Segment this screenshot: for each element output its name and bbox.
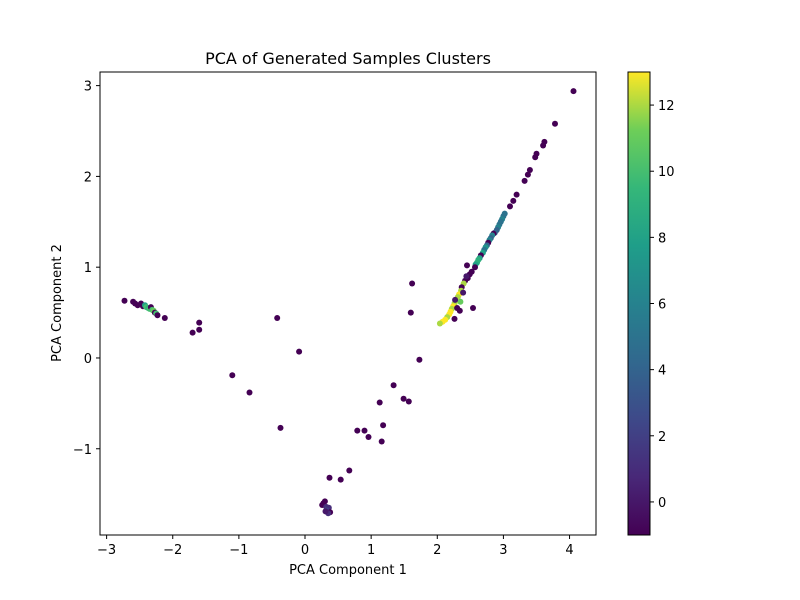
scatter-point-107: [376, 399, 383, 406]
y-axis-label: PCA Component 2: [50, 244, 65, 362]
y-tick-label: 2: [84, 170, 92, 185]
scatter-point-89: [246, 389, 253, 396]
scatter-point-96: [321, 498, 328, 505]
scatter-point-112: [405, 398, 412, 405]
colorbar-tick-label: 2: [658, 430, 666, 445]
scatter-point-10: [510, 197, 517, 204]
chart-title: PCA of Generated Samples Clusters: [205, 49, 491, 68]
colorbar-tick-label: 12: [658, 99, 675, 114]
x-tick-label: 1: [367, 543, 375, 558]
x-tick-label: 3: [499, 543, 507, 558]
scatter-point-106: [365, 434, 372, 440]
scatter-point-54: [436, 320, 443, 327]
y-tick-label: 0: [84, 352, 92, 367]
scatter-point-3: [540, 142, 547, 149]
scatter-point-86: [274, 315, 281, 321]
scatter-point-1: [552, 120, 558, 127]
colorbar-tick-label: 8: [658, 231, 666, 246]
colorbar-tick-label: 4: [658, 364, 666, 379]
colorbar-tick-label: 0: [658, 496, 666, 511]
y-tick-label: 3: [84, 80, 92, 95]
scatter-point-5: [532, 154, 539, 161]
scatter-point-111: [400, 395, 407, 402]
scatter-point-109: [380, 422, 387, 429]
scatter-point-83: [196, 319, 203, 326]
scatter-point-63: [409, 280, 416, 287]
scatter-point-93: [346, 467, 353, 474]
scatter-point-60: [460, 289, 467, 296]
scatter-point-81: [154, 312, 161, 319]
scatter-point-66: [121, 297, 128, 304]
scatter-point-108: [378, 438, 385, 445]
scatter-point-104: [354, 427, 361, 434]
x-axis-ticks: −3 −2 −1 0 1 2 3 4: [97, 535, 574, 558]
scatter-point-64: [407, 309, 414, 316]
scatter-point-88: [229, 372, 236, 379]
x-axis-label: PCA Component 1: [289, 563, 407, 578]
scatter-point-34: [472, 264, 478, 271]
scatter-point-85: [189, 329, 196, 336]
scatter-point-0: [570, 88, 577, 95]
scatter-point-87: [296, 348, 303, 355]
x-tick-label: 0: [301, 543, 309, 558]
x-tick-label: −2: [163, 543, 182, 558]
y-axis-ticks: −1 0 1 2 3: [73, 80, 100, 458]
scatter-point-90: [277, 424, 284, 431]
scatter-point-8: [521, 177, 528, 184]
scatter-point-105: [361, 427, 368, 434]
scatter-point-58: [457, 298, 464, 305]
colorbar-tick-label: 10: [658, 165, 675, 180]
plot-frame: [99, 71, 597, 536]
y-tick-label: −1: [73, 443, 92, 458]
y-tick-label: 1: [84, 261, 92, 276]
scatter-point-61: [463, 273, 470, 280]
scatter-point-6: [526, 167, 533, 173]
scatter-point-56: [456, 307, 463, 314]
scatter-point-7: [524, 171, 531, 178]
x-tick-label: −1: [229, 543, 248, 558]
scatter-point-38: [464, 262, 470, 269]
colorbar-ticks: 0 2 4 6 8 10 12: [650, 99, 675, 511]
x-tick-label: 4: [565, 543, 573, 558]
scatter-point-103: [322, 508, 329, 515]
colorbar: [627, 71, 651, 536]
scatter-point-11: [507, 203, 513, 210]
scatter-point-110: [390, 382, 397, 389]
scatter-point-82: [161, 315, 168, 321]
scatter-point-59: [452, 296, 459, 303]
x-tick-label: 2: [433, 543, 441, 558]
x-tick-label: −3: [97, 543, 116, 558]
scatter-point-92: [337, 476, 344, 483]
scatter-point-91: [326, 474, 333, 481]
scatter-point-9: [513, 191, 520, 198]
scatter-point-65: [416, 356, 423, 363]
scatter-points: [121, 88, 577, 517]
scatter-point-84: [196, 326, 203, 333]
scatter-point-57: [451, 315, 458, 322]
colorbar-tick-label: 6: [658, 298, 666, 313]
scatter-point-62: [470, 305, 476, 311]
